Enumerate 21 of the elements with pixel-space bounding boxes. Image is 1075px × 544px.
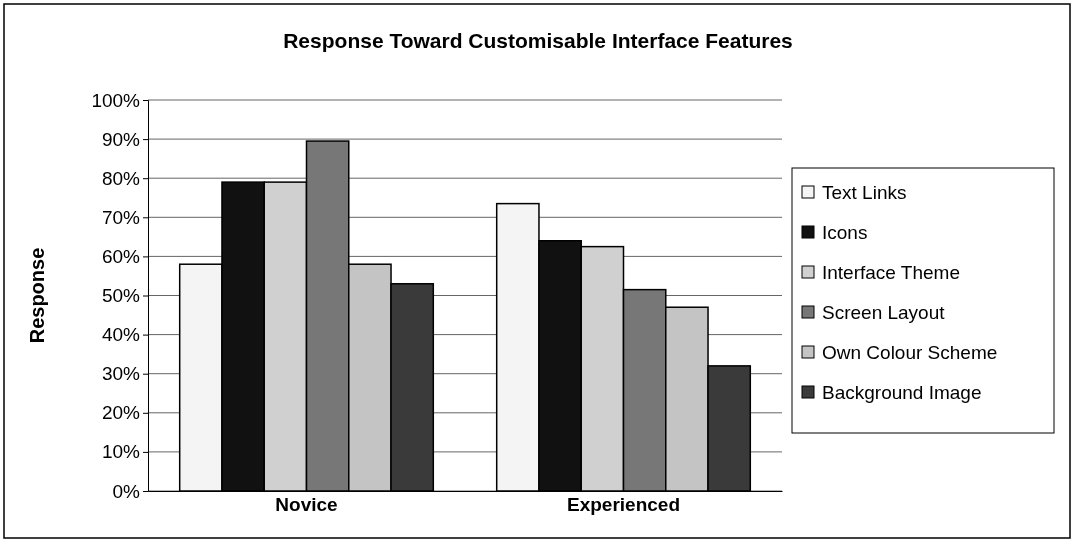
- y-tick-label: 100%: [91, 89, 141, 111]
- y-axis-title: Response: [26, 247, 48, 344]
- y-tick-label: 80%: [101, 167, 141, 189]
- chart-title: Response Toward Customisable Interface Features: [283, 29, 793, 52]
- y-tick-label: 10%: [101, 441, 141, 463]
- legend-label: Icons: [822, 222, 868, 243]
- legend-label: Own Colour Scheme: [822, 342, 998, 363]
- y-tick-label: 70%: [101, 206, 141, 228]
- y-tick-label: 90%: [101, 128, 141, 150]
- y-tick-label: 50%: [101, 285, 141, 307]
- legend-label: Background Image: [822, 382, 982, 403]
- y-tick-label: 40%: [101, 324, 141, 346]
- legend-label: Screen Layout: [822, 302, 946, 323]
- x-tick-label: Experienced: [567, 494, 680, 516]
- y-tick-label: 0%: [112, 480, 141, 502]
- y-tick-label: 60%: [101, 245, 141, 267]
- y-tick-label: 30%: [101, 363, 141, 385]
- legend-label: Interface Theme: [822, 262, 961, 283]
- x-tick-label: Novice: [275, 494, 338, 516]
- legend-label: Text Links: [822, 182, 907, 203]
- y-tick-label: 20%: [101, 402, 141, 424]
